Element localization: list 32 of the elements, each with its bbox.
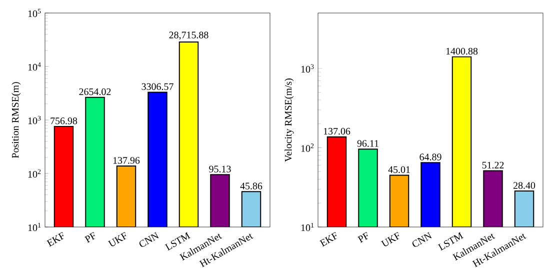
data-label: 45.01 bbox=[388, 166, 410, 174]
y-tick-label: 10$^{5}$ bbox=[28, 8, 41, 18]
data-label: 64.89 bbox=[420, 154, 442, 160]
data-label: 2654.02 bbox=[79, 88, 111, 96]
y-tick-label: 10$^{2}$ bbox=[28, 169, 41, 178]
y-tick-label: 10$^{3}$ bbox=[301, 64, 314, 73]
data-label: 51.22 bbox=[482, 162, 504, 169]
y-tick-label: 10$^{1}$ bbox=[301, 222, 314, 232]
x-tick-label: CNN bbox=[139, 232, 159, 247]
y-tick-label: 10$^{3}$ bbox=[28, 116, 41, 124]
data-label: 95.13 bbox=[209, 166, 231, 172]
y-axis-title: Velocity RMSE(m/s) bbox=[284, 78, 294, 162]
x-tick-label: EKF bbox=[319, 232, 337, 247]
x-tick-label: UKF bbox=[380, 232, 400, 246]
data-label: 137.96 bbox=[113, 157, 140, 164]
y-tick-label: 10$^{4}$ bbox=[28, 62, 41, 71]
x-tick-label: PF bbox=[84, 232, 95, 243]
x-tick-label: PF bbox=[357, 232, 368, 243]
x-tick-label: CNN bbox=[412, 232, 432, 247]
y-tick-label: 10$^{1}$ bbox=[28, 222, 41, 232]
data-label: 137.06 bbox=[324, 128, 350, 135]
data-label: 28.40 bbox=[513, 182, 536, 189]
data-label: 45.86 bbox=[240, 182, 262, 190]
y-axis-title: Position RMSE(m) bbox=[12, 82, 21, 158]
data-label: 96.11 bbox=[357, 140, 378, 147]
data-label: 1400.88 bbox=[446, 48, 478, 55]
y-tick-label: 10$^{2}$ bbox=[301, 144, 314, 152]
data-label: 3306.57 bbox=[142, 83, 174, 90]
x-tick-label: EKF bbox=[46, 232, 64, 247]
x-tick-label: UKF bbox=[108, 232, 126, 246]
data-label: 28,715.88 bbox=[169, 32, 208, 40]
data-label: 756.98 bbox=[50, 118, 78, 124]
